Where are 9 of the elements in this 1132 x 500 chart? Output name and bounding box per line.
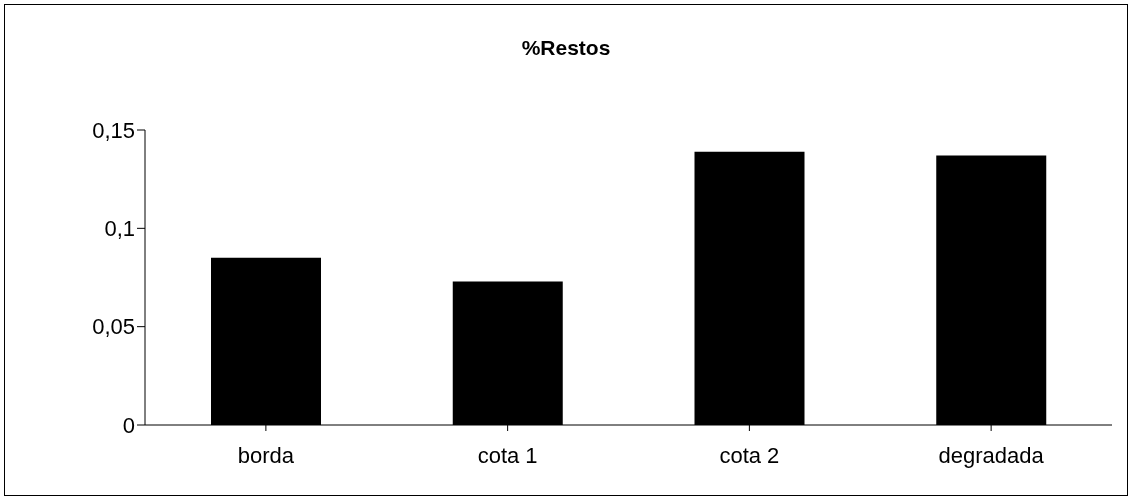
- chart-title: %Restos: [520, 36, 612, 60]
- x-tick-label: cota 2: [719, 442, 780, 468]
- y-tick-label: 0: [122, 412, 135, 438]
- y-tick-label: 0,1: [104, 216, 135, 242]
- x-tick-label: degradada: [938, 442, 1045, 468]
- x-tick-label: borda: [237, 442, 295, 468]
- y-tick-label: 0,15: [92, 117, 135, 143]
- y-tick-label: 0,05: [92, 314, 135, 340]
- x-tick-label: cota 1: [477, 442, 538, 468]
